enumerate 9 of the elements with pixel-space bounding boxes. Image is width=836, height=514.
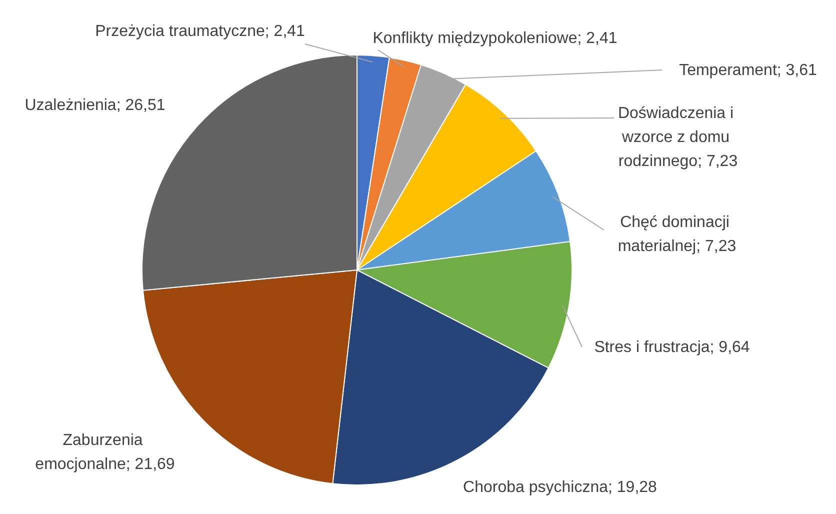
slice-label: Stres i frustracja; 9,64 — [594, 339, 750, 356]
slice-label: Przeżycia traumatyczne; 2,41 — [95, 23, 306, 40]
slice-label: Uzależnienia; 26,51 — [24, 97, 166, 114]
slice-label: Konflikty międzypokoleniowe; 2,41 — [372, 30, 618, 47]
slice-label: Doświadczenia i wzorce z domu rodzinnego; 7,23 — [618, 105, 738, 170]
slice-label: Temperament; 3,61 — [679, 62, 818, 79]
slice-label: Choroba psychiczna; 19,28 — [463, 479, 658, 496]
slice-label: Chęć dominacji materialnej; 7,23 — [618, 214, 736, 255]
slice-label: Zaburzenia emocjonalne; 21,69 — [35, 432, 175, 473]
